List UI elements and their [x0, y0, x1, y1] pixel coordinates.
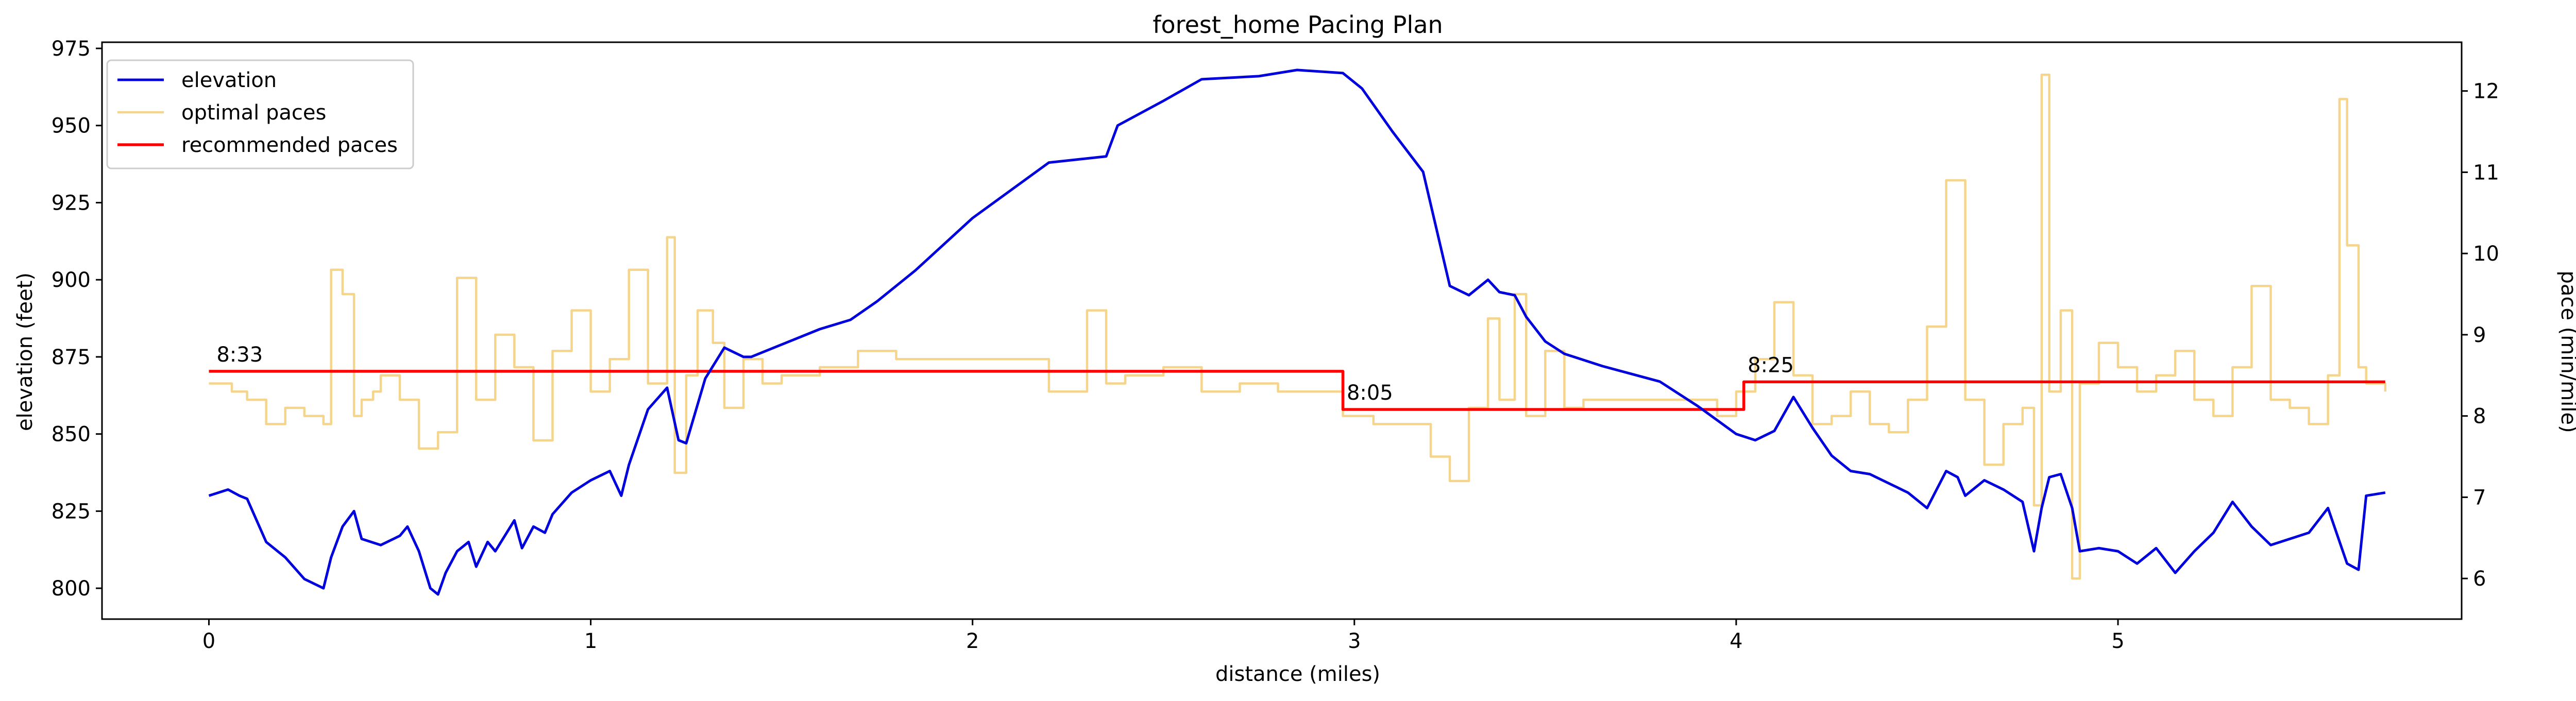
pace-label-3: 8:25: [1748, 353, 1794, 377]
y-right-tick-label: 7: [2473, 486, 2486, 509]
x-axis-label: distance (miles): [1215, 662, 1380, 686]
y-left-tick-label: 925: [52, 191, 91, 215]
y-left-tick-label: 950: [52, 114, 91, 138]
chart-title: forest_home Pacing Plan: [1153, 11, 1443, 39]
x-tick-label: 4: [1730, 629, 1742, 653]
x-tick-label: 2: [966, 629, 979, 653]
legend-label-optimal-paces: optimal paces: [181, 101, 326, 125]
y-right-tick-label: 11: [2473, 161, 2499, 184]
pace-annotations: 8:33 8:05 8:25: [216, 343, 1794, 405]
pace-label-2: 8:05: [1347, 381, 1393, 405]
y-right-tick-label: 10: [2473, 242, 2499, 266]
y-left-tick-label: 975: [52, 37, 91, 61]
plot-area: [208, 69, 2387, 596]
y-axis-right-label: pace (min/mile): [2556, 270, 2576, 433]
x-tick-label: 3: [1348, 629, 1361, 653]
y-right-tick-label: 8: [2473, 405, 2486, 429]
legend-frame: [106, 59, 414, 169]
x-tick-label: 1: [584, 629, 597, 653]
y-left-tick-label: 825: [52, 500, 91, 523]
x-tick-label: 0: [202, 629, 215, 653]
y-right-tick-label: 9: [2473, 323, 2486, 347]
series-line-elevation: [208, 69, 2386, 596]
y-left-tick-label: 900: [52, 268, 91, 292]
legend: elevation optimal paces recommended paces: [106, 59, 414, 169]
legend-label-elevation: elevation: [181, 69, 277, 92]
legend-label-recommended-paces: recommended paces: [181, 133, 398, 157]
series-line-optimal-paces: [209, 73, 2387, 580]
pace-label-1: 8:33: [216, 343, 263, 367]
series-line-recommended-paces: [209, 370, 2385, 411]
x-tick-label: 5: [2111, 629, 2124, 653]
y-left-tick-label: 850: [52, 423, 91, 447]
y-right-tick-label: 6: [2473, 567, 2486, 591]
y-axis-left-label: elevation (feet): [13, 272, 37, 431]
y-left-tick-label: 800: [52, 577, 91, 601]
y-left-tick-label: 875: [52, 346, 91, 369]
y-right-tick-label: 12: [2473, 80, 2499, 104]
plot-frame: [101, 41, 2463, 620]
